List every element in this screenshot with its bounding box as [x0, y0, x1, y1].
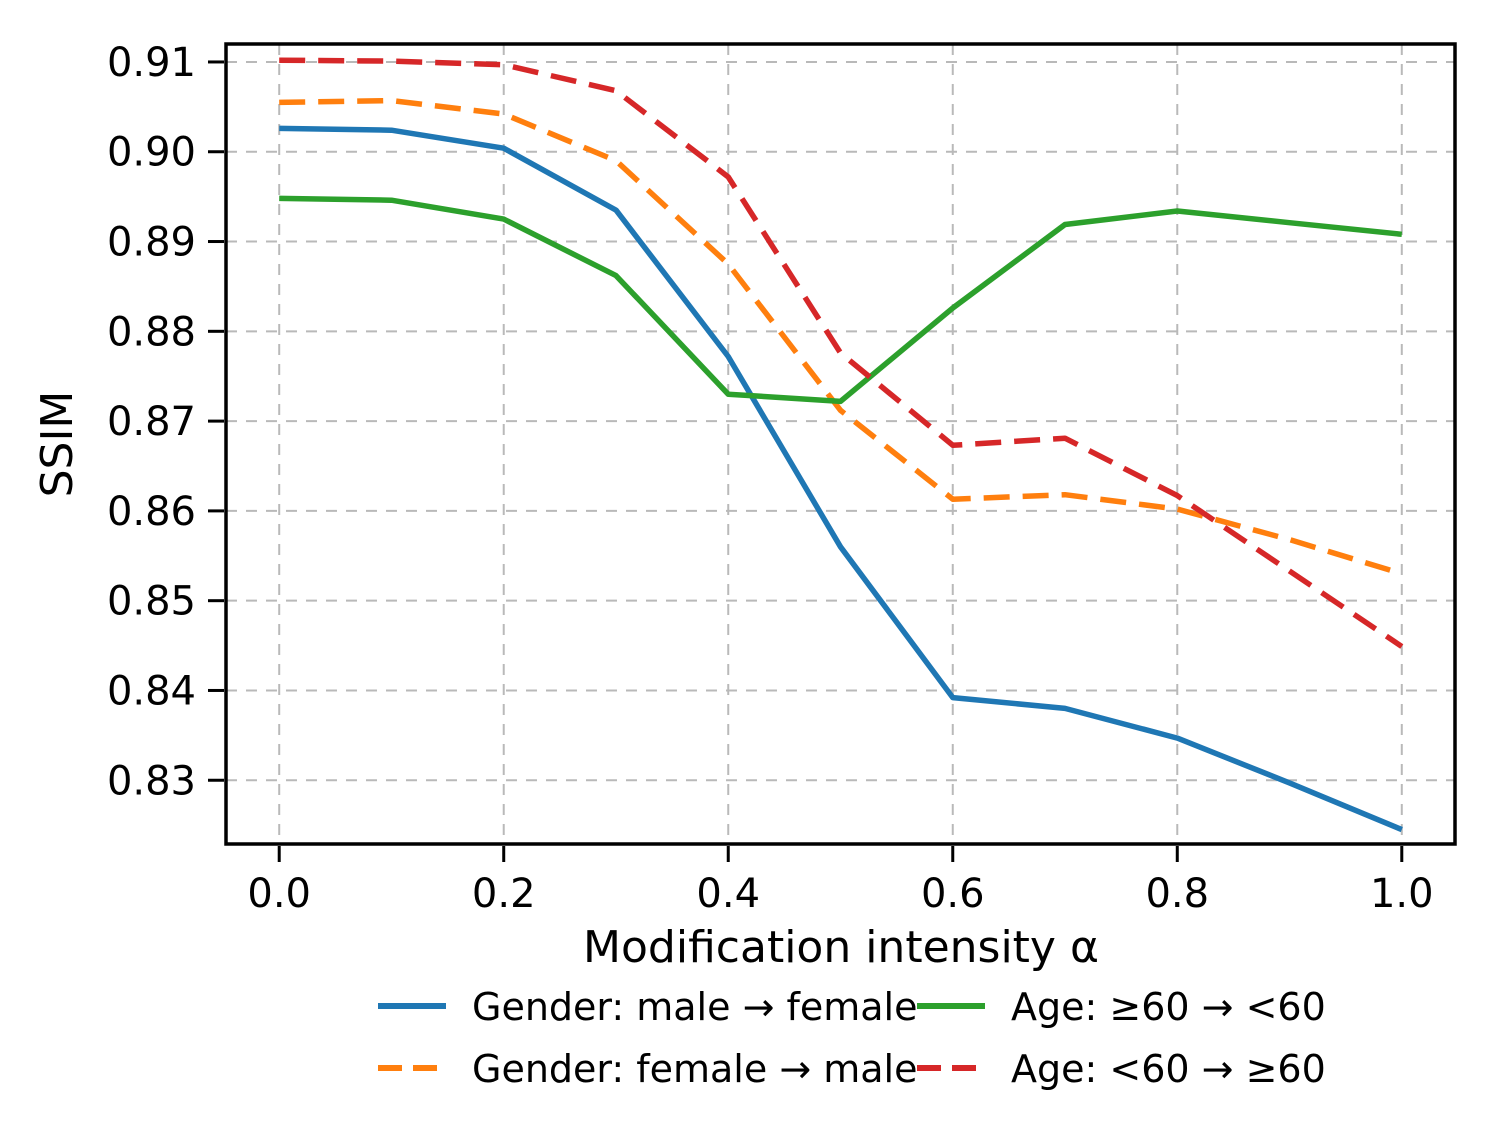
x-axis-label: Modification intensity α [583, 922, 1099, 973]
plot-border [224, 42, 1457, 846]
series-lines [279, 57, 1404, 833]
series-line-gender-male-female [279, 125, 1403, 833]
legend-item-age-old-to-young: Age: ≥60 → <60 [917, 985, 1326, 1029]
legend-label: Age: <60 → ≥60 [1011, 1047, 1326, 1091]
gridlines [226, 44, 1455, 844]
legend: Gender: male → female Gender: female → m… [378, 985, 1326, 1091]
series-line-age-60-60 [279, 195, 1403, 405]
legend-label: Age: ≥60 → <60 [1011, 985, 1326, 1029]
legend-item-age-young-to-old: Age: <60 → ≥60 [917, 1047, 1326, 1091]
y-tick-label: 0.91 [107, 40, 196, 86]
legend-label: Gender: female → male [472, 1047, 917, 1091]
x-tick-label: 0.0 [247, 871, 311, 917]
series-line-age-60-60 [279, 57, 1404, 649]
y-tick-label: 0.88 [107, 309, 196, 355]
x-tick-label: 0.2 [472, 871, 536, 917]
legend-label: Gender: male → female [472, 985, 917, 1029]
series-line-gender-female-male [279, 97, 1403, 577]
x-tick-label: 1.0 [1370, 871, 1434, 917]
axis-ticks [208, 60, 1404, 862]
x-tick-label: 0.6 [921, 871, 985, 917]
y-tick-label: 0.86 [107, 489, 196, 535]
legend-item-gender-male-to-female: Gender: male → female [378, 985, 917, 1029]
y-tick-label: 0.83 [107, 758, 196, 804]
y-tick-label: 0.87 [107, 399, 196, 445]
y-tick-label: 0.85 [107, 579, 196, 625]
y-tick-label: 0.84 [107, 668, 196, 714]
x-tick-label: 0.8 [1145, 871, 1209, 917]
x-tick-label: 0.4 [696, 871, 760, 917]
y-axis-label: SSIM [32, 391, 83, 498]
legend-item-gender-female-to-male: Gender: female → male [378, 1047, 917, 1091]
y-tick-label: 0.89 [107, 220, 196, 266]
axis-tick-labels: 0.0 0.2 0.4 0.6 0.8 1.0 0.91 0.90 0.89 0.88 0.87 0.… [107, 40, 1434, 917]
y-tick-label: 0.90 [107, 130, 196, 176]
